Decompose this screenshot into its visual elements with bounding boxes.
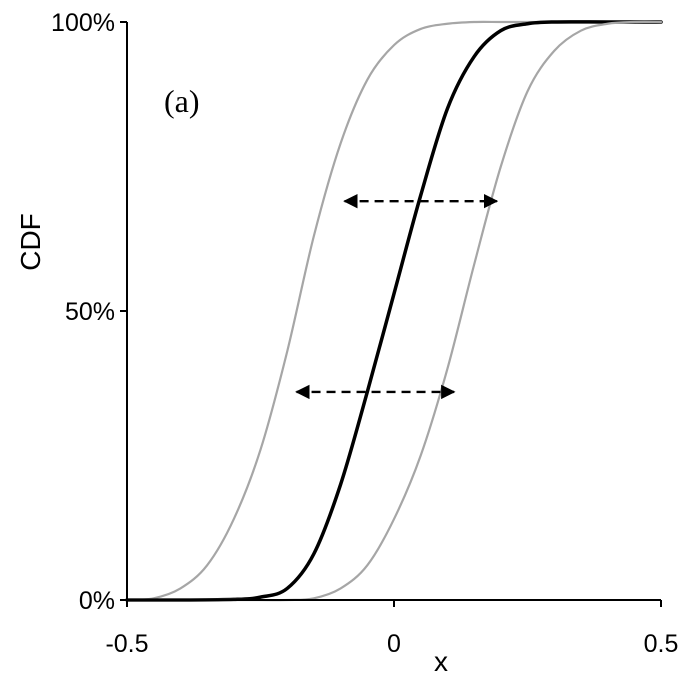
panel-annotation: (a) (164, 83, 200, 119)
series-layer (125, 20, 663, 602)
axes-layer (126, 22, 661, 601)
y-tick-label: 0% (79, 587, 115, 615)
arrow-layer (295, 193, 499, 400)
x-axis-label: x (434, 646, 448, 677)
tick-layer: 0% 50% 100% -0.5 0 0.5 (51, 9, 678, 658)
x-tick-label: -0.5 (105, 630, 148, 658)
cdf-series-line-3 (125, 20, 663, 602)
y-tick-label: 50% (65, 298, 115, 326)
x-tick-label: 0 (387, 630, 401, 658)
x-tick-label: 0.5 (644, 630, 679, 658)
cdf-series-line-2 (125, 20, 663, 602)
y-tick-label: 100% (51, 9, 115, 37)
cdf-series-line-1 (125, 20, 663, 602)
y-axis-label: CDF (15, 213, 46, 271)
